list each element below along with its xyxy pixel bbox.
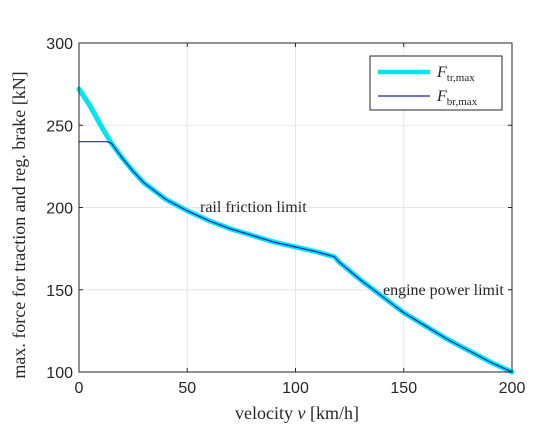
legend-label-ftr-base: F (436, 64, 447, 81)
annotation-engine-power: engine power limit (383, 282, 504, 299)
legend-label-ftr-sub: tr,max (447, 72, 475, 84)
series-lines (76, 86, 515, 375)
x-tick-label: 100 (282, 380, 309, 397)
x-tick-label: 50 (178, 380, 196, 397)
y-tick-label: 200 (46, 201, 73, 218)
legend: Ftr,max Fbr,max (369, 55, 503, 111)
legend-label-ftr: Ftr,max (436, 64, 475, 84)
x-axis-label-unit: [km/h] (305, 403, 359, 423)
y-axis-label: max. force for traction and reg. brake [… (9, 71, 29, 378)
x-axis-label: velocity v [km/h] (235, 403, 359, 423)
x-tick-label: 0 (75, 380, 84, 397)
axes (78, 42, 513, 373)
legend-label-fbr-base: F (436, 88, 447, 105)
y-tick-label: 300 (46, 36, 73, 53)
x-tick-label: 200 (499, 380, 526, 397)
tick-labels: 0 50 100 150 200 100 150 200 250 300 (46, 36, 525, 397)
y-tick-label: 150 (46, 283, 73, 300)
y-tick-label: 100 (46, 365, 73, 382)
annotation-rail-friction: rail friction limit (200, 199, 307, 216)
series-line-fbr-max (78, 141, 513, 373)
x-axis-label-variable: v (297, 403, 305, 423)
x-axis-label-prefix: velocity (235, 403, 297, 423)
x-tick-label: 150 (390, 380, 417, 397)
plot-area-frame (78, 42, 513, 373)
legend-box (369, 55, 503, 111)
y-tick-label: 250 (46, 118, 73, 135)
legend-label-fbr-sub: br,max (447, 96, 478, 108)
legend-label-fbr: Fbr,max (436, 88, 478, 108)
